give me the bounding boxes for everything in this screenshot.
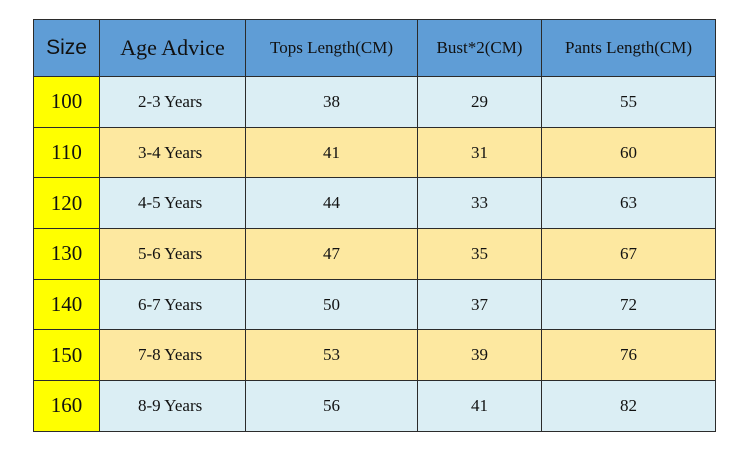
table-cell: 4-5 Years: [99, 177, 246, 230]
size-cell: 110: [33, 126, 100, 179]
table-cell: 38: [245, 76, 418, 128]
table-cell: 7-8 Years: [99, 329, 246, 382]
size-cell: 120: [33, 177, 100, 230]
table-cell: 35: [417, 228, 542, 280]
table-cell: 3-4 Years: [99, 126, 246, 179]
header-row: Size Age Advice Tops Length(CM) Bust*2(CM) P…: [33, 19, 716, 77]
table-row: 160 8-9 Years 56 41 82: [33, 380, 716, 432]
size-cell: 130: [33, 228, 100, 280]
table-cell: 60: [541, 126, 716, 179]
table-cell: 39: [417, 329, 542, 382]
header-cell: Pants Length(CM): [541, 19, 716, 77]
table-cell: 5-6 Years: [99, 228, 246, 280]
table-cell: 67: [541, 228, 716, 280]
table-row: 130 5-6 Years 47 35 67: [33, 228, 716, 280]
table-row: 140 6-7 Years 50 37 72: [33, 278, 716, 331]
table-cell: 41: [245, 126, 418, 179]
table-cell: 53: [245, 329, 418, 382]
size-cell: 140: [33, 278, 100, 331]
header-cell: Bust*2(CM): [417, 19, 542, 77]
size-cell: 150: [33, 329, 100, 382]
header-cell: Size: [33, 19, 100, 77]
header-cell: Age Advice: [99, 19, 246, 77]
table-body: 100 2-3 Years 38 29 55 110 3-4 Years 41 31 60 120 4…: [33, 76, 716, 432]
table-cell: 50: [245, 278, 418, 331]
table-cell: 6-7 Years: [99, 278, 246, 331]
table-row: 120 4-5 Years 44 33 63: [33, 177, 716, 230]
table-cell: 82: [541, 380, 716, 432]
table-cell: 33: [417, 177, 542, 230]
size-cell: 100: [33, 76, 100, 128]
table-cell: 76: [541, 329, 716, 382]
table-cell: 63: [541, 177, 716, 230]
size-cell: 160: [33, 380, 100, 432]
table-cell: 55: [541, 76, 716, 128]
table-cell: 47: [245, 228, 418, 280]
table-cell: 72: [541, 278, 716, 331]
header-cell: Tops Length(CM): [245, 19, 418, 77]
table-row: 100 2-3 Years 38 29 55: [33, 76, 716, 128]
table-cell: 2-3 Years: [99, 76, 246, 128]
table-row: 150 7-8 Years 53 39 76: [33, 329, 716, 382]
table-cell: 37: [417, 278, 542, 331]
table-cell: 29: [417, 76, 542, 128]
table-cell: 44: [245, 177, 418, 230]
table-row: 110 3-4 Years 41 31 60: [33, 126, 716, 179]
table-cell: 31: [417, 126, 542, 179]
table-cell: 41: [417, 380, 542, 432]
table-cell: 8-9 Years: [99, 380, 246, 432]
table-cell: 56: [245, 380, 418, 432]
size-table: Size Age Advice Tops Length(CM) Bust*2(CM) P…: [33, 19, 716, 432]
